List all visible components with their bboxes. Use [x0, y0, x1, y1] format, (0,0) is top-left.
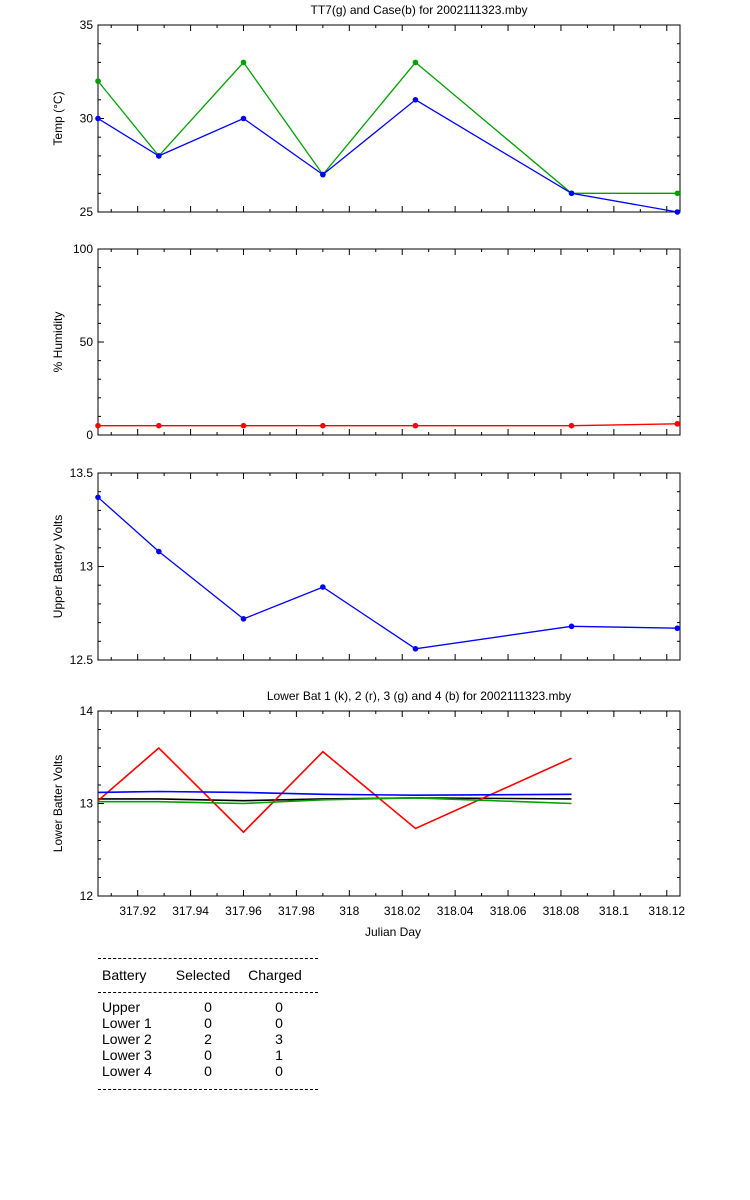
y-tick-label: 12: [80, 889, 94, 903]
chart-panel-1: 25 30 35 Temp (°C) TT7(g) and Case(b) for 20…: [51, 3, 681, 219]
data-point: [568, 623, 575, 630]
series-line-1-2: [97, 99, 678, 213]
y-tick-label: 13: [80, 560, 94, 574]
data-point: [240, 115, 247, 122]
row-selected: 0: [204, 1047, 212, 1063]
y-tick-label: 35: [80, 18, 94, 32]
row-selected: 0: [204, 1015, 212, 1031]
chart-title: TT7(g) and Case(b) for 2002111323.mby: [310, 3, 527, 17]
plot-frame: [97, 248, 681, 436]
data-point: [568, 190, 575, 197]
table-row: Lower 2 2 3: [102, 1031, 318, 1047]
row-selected: 2: [204, 1031, 212, 1047]
table-row: Lower 4 0 0: [102, 1063, 318, 1079]
series-line-2-1: [98, 423, 678, 427]
series-line-1-1: [97, 61, 678, 194]
data-point: [320, 422, 326, 429]
row-battery: Lower 1: [102, 1015, 152, 1031]
row-battery: Lower 2: [102, 1031, 152, 1047]
row-battery: Lower 3: [102, 1047, 152, 1063]
row-charged: 3: [275, 1031, 283, 1047]
charts-canvas: 25 30 35 Temp (°C) TT7(g) and Case(b) for 20…: [51, 3, 685, 939]
data-point: [95, 494, 101, 501]
data-point: [674, 209, 681, 215]
table-row: Upper 0 0: [102, 999, 318, 1015]
x-axis-label: Julian Day: [365, 925, 421, 939]
data-point: [568, 422, 575, 429]
data-point: [320, 584, 326, 590]
data-point: [156, 548, 162, 555]
y-axis-label: Temp (°C): [51, 91, 65, 145]
data-point: [240, 59, 247, 66]
y-axis-label: Upper Battery Volts: [51, 515, 65, 618]
y-tick-label: 14: [80, 704, 94, 718]
data-point: [240, 422, 247, 429]
y-tick-label: 13: [80, 797, 94, 811]
x-tick-label: 317.92: [119, 904, 156, 918]
series-line-4-4: [97, 790, 572, 797]
chart-panel-3: 12.5 13 13.5 Upper Battery Volts: [51, 466, 681, 667]
data-point: [95, 78, 101, 84]
table-bottom-rule: [98, 1089, 318, 1090]
data-point: [412, 422, 419, 429]
row-charged: 0: [275, 1063, 283, 1079]
data-point: [95, 422, 101, 429]
chart-title: Lower Bat 1 (k), 2 (r), 3 (g) and 4 (b) …: [267, 689, 571, 703]
x-tick-label: 318.04: [437, 904, 474, 918]
y-axis-label: % Humidity: [51, 312, 65, 373]
row-battery: Upper: [102, 999, 141, 1015]
data-point: [412, 97, 419, 103]
x-tick-label: 317.94: [172, 904, 209, 918]
battery-status-table: Battery Selected Charged Upper 0 0 Lower…: [98, 958, 318, 1090]
plot-frame: [97, 710, 681, 897]
header-charged: Charged: [248, 967, 302, 983]
row-charged: 0: [275, 999, 283, 1015]
x-tick-label: 318.12: [648, 904, 685, 918]
row-charged: 1: [275, 1047, 283, 1063]
data-point: [156, 422, 162, 429]
y-tick-label: 0: [86, 428, 93, 442]
table-header-row: Battery Selected Charged: [98, 959, 318, 992]
data-point: [240, 616, 247, 622]
y-tick-label: 50: [80, 335, 94, 349]
table-top-rule: [98, 958, 318, 959]
row-charged: 0: [275, 1015, 283, 1031]
series-line-4-2: [97, 746, 572, 834]
table-row: Lower 3 0 1: [102, 1047, 318, 1063]
chart-panel-4: 12 13 14 Lower Batter Volts Lower Bat 1 (k),…: [51, 689, 685, 939]
data-point: [674, 625, 681, 632]
header-battery: Battery: [102, 967, 147, 983]
x-tick-label: 318.02: [384, 904, 421, 918]
table-row: Lower 1 0 0: [102, 1015, 318, 1031]
x-tick-label: 317.96: [225, 904, 262, 918]
y-tick-label: 12.5: [70, 653, 94, 667]
x-tick-label: 318.06: [490, 904, 527, 918]
chart-panel-2: 0 50 100 % Humidity: [51, 242, 681, 442]
data-point: [674, 421, 681, 427]
series-line-4-3: [98, 797, 572, 805]
x-tick-label: 318.08: [543, 904, 580, 918]
y-axis-label: Lower Batter Volts: [51, 755, 65, 852]
data-point: [320, 171, 326, 178]
x-tick-label: 317.98: [278, 904, 315, 918]
x-tick-label: 318.1: [599, 904, 629, 918]
data-point: [412, 645, 419, 652]
data-point: [412, 59, 419, 66]
header-selected: Selected: [175, 967, 231, 983]
data-point: [156, 153, 162, 159]
row-selected: 0: [204, 1063, 212, 1079]
row-selected: 0: [204, 999, 212, 1015]
plot-frame: [97, 24, 681, 213]
x-tick-label: 318: [339, 904, 359, 918]
y-tick-label: 13.5: [70, 466, 94, 480]
data-point: [95, 115, 101, 122]
y-tick-label: 30: [80, 112, 94, 126]
y-tick-label: 25: [80, 205, 94, 219]
series-line-3-1: [97, 496, 678, 650]
data-point: [674, 190, 681, 197]
row-battery: Lower 4: [102, 1063, 152, 1079]
table-header-rule: [98, 992, 318, 993]
plot-frame: [97, 472, 681, 661]
y-tick-label: 100: [73, 242, 93, 256]
